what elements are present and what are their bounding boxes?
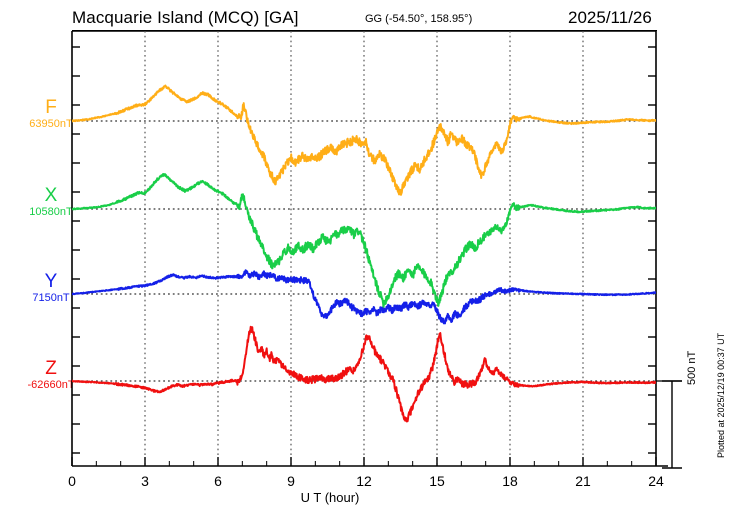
- trace-z: [72, 325, 656, 423]
- svg-text:6: 6: [214, 473, 222, 489]
- observation-date: 2025/11/26: [568, 8, 652, 27]
- x-axis-title: U T (hour): [300, 490, 360, 505]
- svg-text:21: 21: [575, 473, 591, 489]
- scale-bar: [656, 380, 682, 469]
- svg-text:0: 0: [68, 473, 76, 489]
- trace-f: [72, 84, 656, 196]
- svg-text:18: 18: [502, 473, 518, 489]
- trace-baseline-z: -62660nT: [27, 379, 75, 391]
- station-title: Macquarie Island (MCQ) [GA]: [72, 8, 299, 27]
- svg-text:15: 15: [429, 473, 445, 489]
- trace-label-x: X 10580nT: [20, 186, 82, 219]
- geographic-coordinates: GG (-54.50°, 158.95°): [365, 13, 473, 25]
- baseline-lines: [72, 120, 656, 382]
- svg-text:3: 3: [141, 473, 149, 489]
- trace-x: [72, 173, 656, 309]
- trace-symbol-f: F: [45, 97, 57, 118]
- trace-baseline-y: 7150nT: [32, 292, 70, 304]
- scale-bar-label: 500 nT: [686, 350, 698, 385]
- svg-text:9: 9: [287, 473, 295, 489]
- trace-symbol-z: Z: [45, 358, 57, 379]
- trace-symbol-y: Y: [44, 271, 58, 292]
- svg-text:12: 12: [356, 473, 372, 489]
- axis-ticks: [71, 46, 657, 466]
- plot-frame: [71, 30, 668, 467]
- x-tick-labels: 0 3 6 9 12 15 18 21 24: [68, 473, 664, 489]
- plotted-at-label: Plotted at 2025/12/19 00:37 UT: [716, 332, 726, 458]
- trace-label-y: Y 7150nT: [20, 272, 82, 305]
- trace-lines: [72, 84, 656, 423]
- svg-text:24: 24: [648, 473, 664, 489]
- trace-baseline-x: 10580nT: [29, 206, 73, 218]
- trace-baseline-f: 63950nT: [29, 118, 73, 130]
- trace-label-f: F 63950nT: [20, 98, 82, 131]
- trace-label-z: Z -62660nT: [20, 359, 82, 392]
- trace-y: [72, 269, 656, 325]
- trace-symbol-x: X: [44, 185, 58, 206]
